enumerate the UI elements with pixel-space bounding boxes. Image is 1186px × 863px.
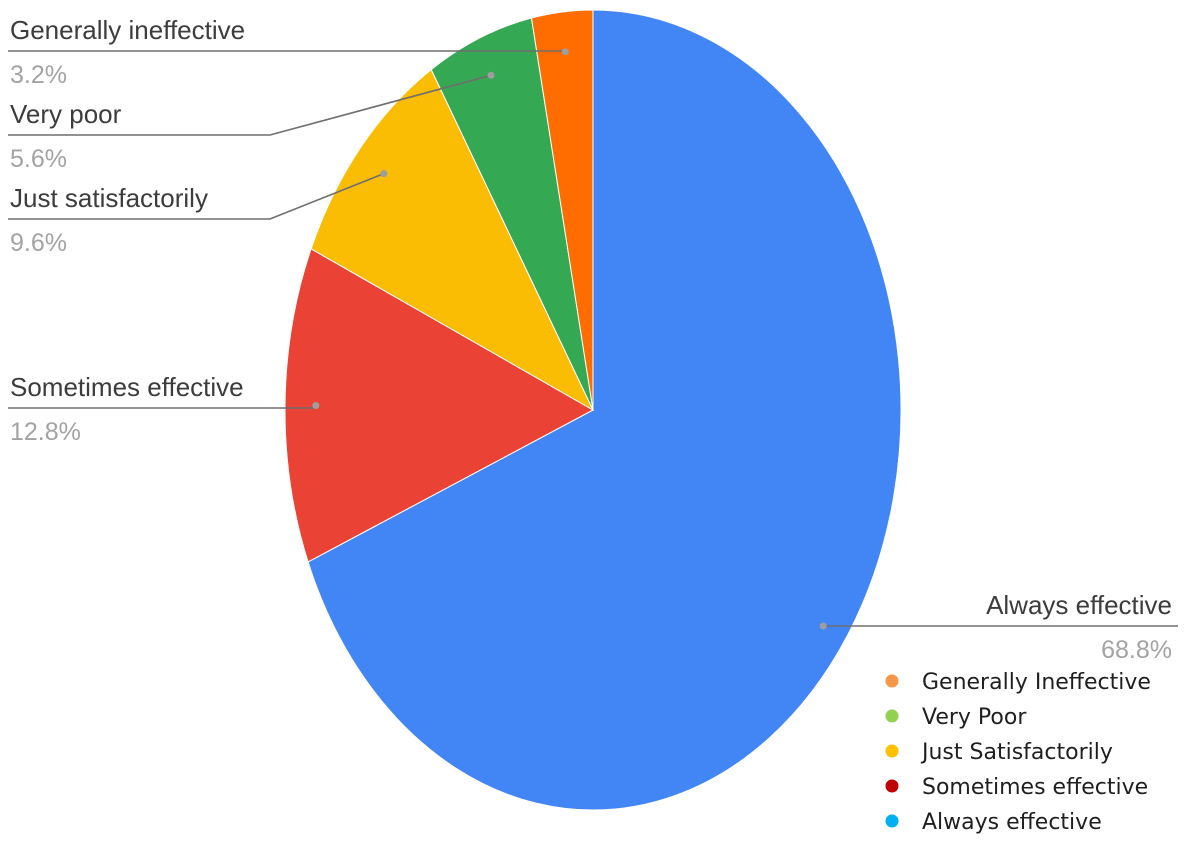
callout-very-poor: Very poor 5.6% [8,71,495,173]
legend-label: Sometimes effective [922,775,1148,800]
callout-anchor-dot [312,402,320,409]
callout-just-satisfactorily: Just satisfactorily 9.6% [8,170,388,257]
legend-marker [885,744,899,758]
callout-label: Very poor [10,99,122,129]
legend-item-just-satisfactorily: Just Satisfactorily [885,740,1113,765]
legend-marker [885,709,899,723]
legend-item-sometimes-effective: Sometimes effective [885,775,1148,800]
callout-percentage: 3.2% [10,61,67,89]
legend-marker [885,674,899,688]
legend-item-very-poor: Very Poor [885,705,1027,730]
legend-label: Generally Ineffective [922,670,1151,695]
pie-slice-generally-ineffective [530,9,594,411]
slices-layer [284,9,902,811]
legend-marker [885,814,899,828]
callout-always-effective: Always effective 68.8% [819,590,1178,664]
callout-label: Generally ineffective [10,15,245,45]
callout-layer: Always effective 68.8% Sometimes effective… [8,15,1178,664]
callout-leader-line [8,74,492,136]
callout-anchor-dot [561,48,569,56]
pie-slice-very-poor [430,17,594,411]
callout-anchor-dot [487,71,495,79]
pie-slice-sometimes-effective [284,248,595,563]
legend-item-generally-ineffective: Generally Ineffective [885,670,1151,695]
callout-anchor-dot [819,622,827,630]
legend: Generally Ineffective Very Poor Just Satis… [885,670,1151,835]
pie-slice-always-effective [307,9,902,811]
callout-sometimes-effective: Sometimes effective 12.8% [8,372,320,446]
legend-label: Always effective [922,810,1102,835]
callout-label: Just satisfactorily [10,183,208,213]
legend-marker [885,779,899,793]
callout-generally-ineffective: Generally ineffective 3.2% [8,15,569,89]
legend-label: Very Poor [922,705,1027,730]
callout-percentage: 68.8% [1101,636,1172,664]
callout-percentage: 12.8% [10,418,81,446]
callout-leader-line [8,172,385,220]
legend-label: Just Satisfactorily [920,740,1113,765]
callout-percentage: 5.6% [10,145,67,173]
callout-label: Always effective [986,590,1172,620]
callout-label: Sometimes effective [10,372,244,402]
callout-anchor-dot [380,170,388,178]
legend-item-always-effective: Always effective [885,810,1102,835]
callout-percentage: 9.6% [10,229,67,257]
pie-slice-just-satisfactorily [310,68,595,412]
